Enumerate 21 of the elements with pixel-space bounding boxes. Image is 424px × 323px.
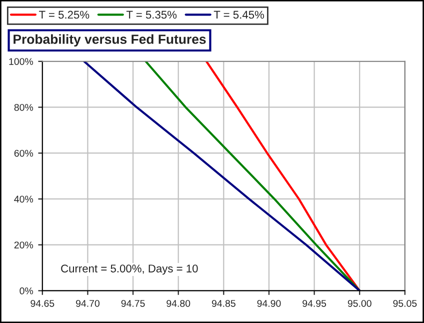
y-tick-label: 40% — [14, 196, 34, 203]
y-tick-label: 60% — [14, 150, 34, 157]
y-tick-label: 100% — [9, 58, 34, 65]
y-tick-label: 0% — [20, 287, 34, 294]
x-tick-label: 94.85 — [212, 300, 236, 307]
chart-title: Probability versus Fed Futures — [14, 34, 206, 47]
x-tick-label: 94.95 — [302, 300, 326, 307]
x-tick-label: 94.65 — [30, 300, 54, 307]
legend-label: T = 5.45% — [214, 10, 264, 19]
x-tick-label: 94.75 — [121, 300, 145, 307]
x-tick-label: 94.70 — [76, 300, 100, 307]
annotation: Current = 5.00%, Days = 10 — [61, 264, 198, 275]
legend-label: T = 5.25% — [39, 10, 90, 19]
y-tick-label: 80% — [14, 104, 34, 111]
y-tick-label: 20% — [14, 242, 34, 248]
line-series — [205, 61, 361, 291]
legend-label: T = 5.35% — [126, 10, 177, 19]
x-tick-label: 95.00 — [348, 300, 372, 307]
x-tick-label: 94.80 — [166, 300, 190, 307]
x-tick-label: 94.90 — [257, 300, 281, 307]
x-tick-label: 95.05 — [393, 300, 417, 307]
